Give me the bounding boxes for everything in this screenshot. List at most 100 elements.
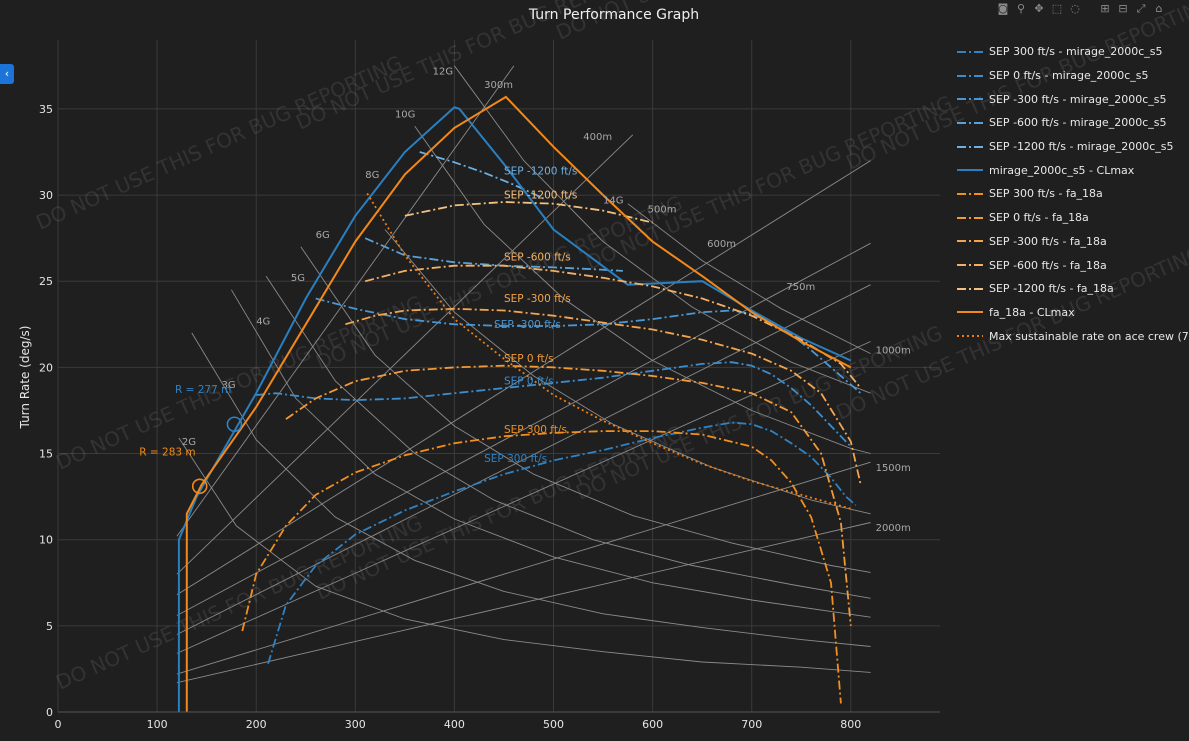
legend-item[interactable]: fa_18a - CLmax (955, 301, 1189, 325)
legend-label: Max sustainable rate on ace crew (7.5G) (989, 329, 1189, 343)
reference-lines-layer (176, 65, 871, 684)
legend-item[interactable]: SEP -600 ft/s - mirage_2000c_s5 (955, 111, 1189, 135)
g-load-line (191, 332, 871, 647)
legend-swatch (957, 192, 983, 195)
series-label-7: SEP 0 ft/s (504, 353, 554, 365)
legend-item[interactable]: SEP -300 ft/s - fa_18a (955, 230, 1189, 254)
y-tick-label: 20 (39, 361, 53, 374)
series-label-2: SEP -300 ft/s (494, 319, 561, 331)
g-load-label: 4G (256, 316, 270, 327)
radius-line (176, 522, 871, 684)
modebar: ◙ ⚲ ✥ ⬚ ◌ ⊞ ⊟ ⤢ ⌂ (996, 2, 1166, 16)
series-label-4: SEP -1200 ft/s (504, 165, 577, 177)
legend-item[interactable]: SEP -1200 ft/s - mirage_2000c_s5 (955, 135, 1189, 159)
series-line-8 (345, 307, 862, 485)
series-line-11 (185, 95, 852, 712)
zoom-out-icon[interactable]: ⊟ (1118, 2, 1128, 15)
radius-line (176, 242, 871, 616)
legend-swatch (957, 335, 983, 338)
y-tick-label: 10 (39, 534, 53, 547)
g-load-line (231, 289, 871, 618)
x-tick-label: 800 (840, 718, 861, 731)
legend: SEP 300 ft/s - mirage_2000c_s5 SEP 0 ft/s… (955, 40, 1189, 348)
x-tick-label: 200 (246, 718, 267, 731)
camera-icon[interactable]: ◙ (997, 2, 1009, 15)
y-tick-label: 15 (39, 448, 53, 461)
y-tick-label: 5 (46, 620, 53, 633)
zoom-in-icon[interactable]: ⊞ (1100, 2, 1110, 15)
radius-line (176, 461, 871, 675)
y-axis-label: Turn Rate (deg/s) (18, 326, 32, 430)
box-select-icon[interactable]: ⬚ (1051, 2, 1063, 15)
g-load-line (178, 437, 871, 673)
pan-icon[interactable]: ✥ (1034, 2, 1044, 15)
label-layer: 2G 3G 4G 5G 6G 8G 10G 12G 14G 300m 400m 500m 600m 750… (139, 66, 911, 534)
legend-swatch (957, 74, 983, 77)
legend-label: SEP -600 ft/s - mirage_2000c_s5 (989, 116, 1167, 130)
legend-swatch (957, 169, 983, 172)
watermark-text: DO NOT USE THIS FOR BUG REPORTING (32, 51, 406, 235)
series-label-10: SEP -1200 ft/s (504, 190, 577, 202)
g-load-label: 5G (291, 273, 305, 284)
g-load-label: 6G (316, 230, 330, 241)
legend-label: SEP -1200 ft/s - mirage_2000c_s5 (989, 140, 1174, 154)
legend-item[interactable]: SEP 300 ft/s - mirage_2000c_s5 (955, 40, 1189, 64)
sidebar-toggle[interactable]: ‹ (0, 64, 14, 84)
legend-label: SEP -300 ft/s - fa_18a (989, 234, 1107, 248)
g-load-label: 12G (433, 66, 453, 77)
legend-label: mirage_2000c_s5 - CLmax (989, 163, 1135, 177)
g-load-label: 10G (395, 110, 415, 121)
zoom-icon[interactable]: ⚲ (1016, 2, 1026, 15)
series-line-12 (366, 192, 852, 510)
legend-label: SEP 300 ft/s - fa_18a (989, 187, 1103, 201)
series-label-9: SEP -600 ft/s (504, 252, 571, 264)
legend-swatch (957, 311, 983, 314)
series-line-7 (285, 364, 852, 626)
legend-swatch (957, 216, 983, 219)
radius-label: 2000m (876, 523, 911, 534)
legend-label: SEP 0 ft/s - mirage_2000c_s5 (989, 69, 1149, 83)
radius-line (176, 284, 871, 635)
radius-line (176, 134, 634, 575)
y-tick-label: 25 (39, 275, 53, 288)
series-line-1 (256, 361, 852, 448)
series-label-0: SEP 300 ft/s (484, 453, 547, 465)
lasso-icon[interactable]: ◌ (1070, 2, 1080, 15)
x-tick-label: 400 (444, 718, 465, 731)
legend-label: SEP -1200 ft/s - fa_18a (989, 282, 1114, 296)
legend-swatch (957, 98, 983, 101)
legend-item[interactable]: SEP -1200 ft/s - fa_18a (955, 277, 1189, 301)
series-label-1: SEP 0 ft/s (504, 376, 554, 388)
legend-item[interactable]: SEP -600 ft/s - fa_18a (955, 253, 1189, 277)
x-tick-label: 300 (345, 718, 366, 731)
legend-item[interactable]: mirage_2000c_s5 - CLmax (955, 158, 1189, 182)
home-icon[interactable]: ⌂ (1155, 2, 1163, 15)
radius-annotation-1: R = 283 m (139, 446, 195, 458)
x-tick-label: 500 (543, 718, 564, 731)
radius-line (176, 160, 871, 596)
watermark-text: DO NOT USE THIS FOR BUG REPORTING (582, 91, 956, 275)
radius-line (176, 65, 515, 537)
legend-item[interactable]: Max sustainable rate on ace crew (7.5G) (955, 324, 1189, 348)
series-line-10 (404, 201, 653, 224)
legend-label: fa_18a - CLmax (989, 305, 1075, 319)
autoscale-icon[interactable]: ⤢ (1136, 2, 1146, 15)
legend-item[interactable]: SEP 0 ft/s - fa_18a (955, 206, 1189, 230)
legend-item[interactable]: SEP 300 ft/s - fa_18a (955, 182, 1189, 206)
legend-item[interactable]: SEP 0 ft/s - mirage_2000c_s5 (955, 64, 1189, 88)
legend-item[interactable]: SEP -300 ft/s - mirage_2000c_s5 (955, 87, 1189, 111)
legend-label: SEP 300 ft/s - mirage_2000c_s5 (989, 45, 1163, 59)
g-load-label: 14G (603, 196, 623, 207)
legend-label: SEP -600 ft/s - fa_18a (989, 258, 1107, 272)
series-line-5 (177, 106, 852, 712)
y-tick-label: 35 (39, 103, 53, 116)
radius-label: 1500m (876, 463, 911, 474)
series-line-2 (315, 297, 862, 394)
axis-layer: 0 100 200 300 400 500 600 700 800 0 5 10 15 20 25 30 35 (39, 103, 940, 731)
y-tick-label: 30 (39, 189, 53, 202)
series-line-0 (267, 421, 857, 665)
series-line-6 (241, 430, 842, 704)
radius-label: 400m (583, 132, 612, 143)
